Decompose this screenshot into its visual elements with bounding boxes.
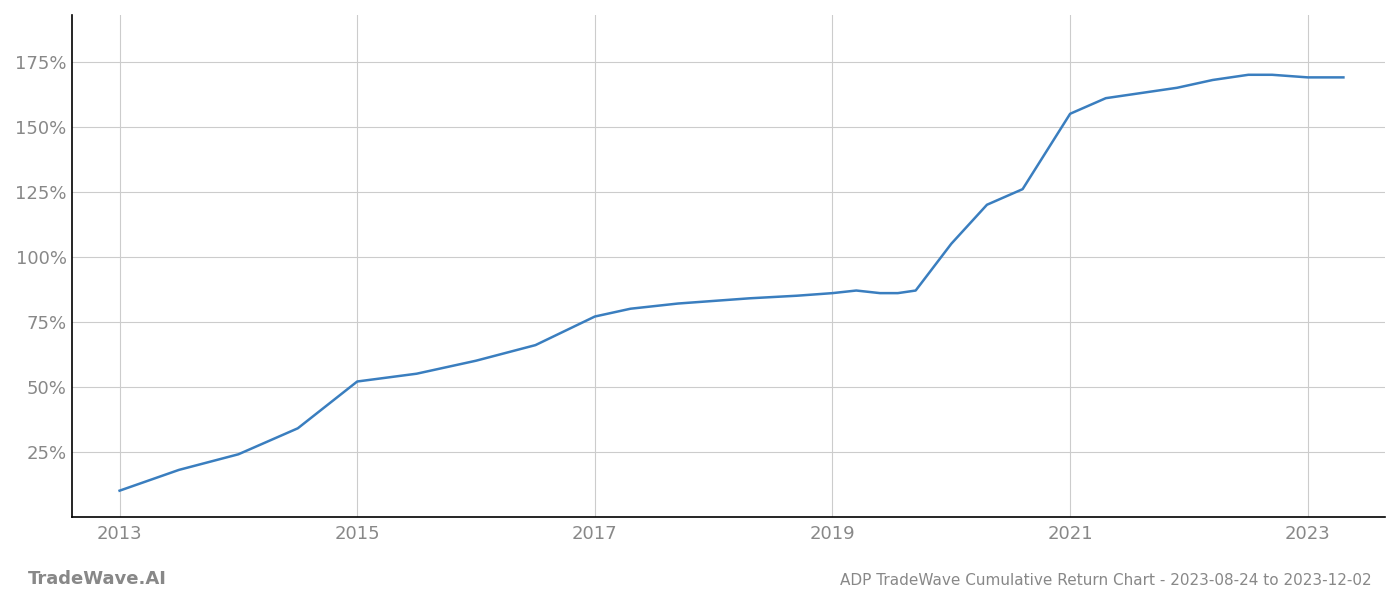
Text: TradeWave.AI: TradeWave.AI bbox=[28, 570, 167, 588]
Text: ADP TradeWave Cumulative Return Chart - 2023-08-24 to 2023-12-02: ADP TradeWave Cumulative Return Chart - … bbox=[840, 573, 1372, 588]
